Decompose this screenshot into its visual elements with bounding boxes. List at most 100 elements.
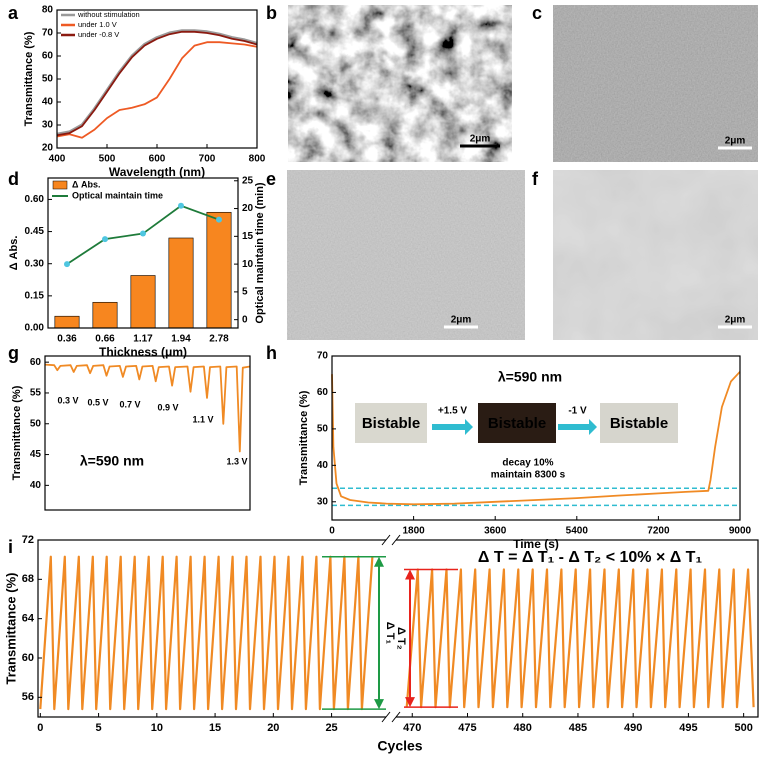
y-tick-label: 10 <box>242 259 254 270</box>
y-tick-label: 55 <box>30 388 42 399</box>
y-tick-label: 60 <box>317 387 329 398</box>
y-tick-label: 5 <box>242 287 248 298</box>
x-tick-label: 700 <box>199 154 216 165</box>
y-tick-label: 64 <box>22 613 35 625</box>
step-label: -1 V <box>568 406 587 417</box>
x-tick-label: 5400 <box>566 526 589 537</box>
y-tick-label: 15 <box>242 231 254 242</box>
data-marker <box>216 216 222 223</box>
annotation: λ=590 nm <box>80 453 144 469</box>
x-tick-label: 500 <box>99 154 116 165</box>
y-tick-label: 70 <box>317 351 329 362</box>
inset-text: Bistable <box>610 415 668 432</box>
y-tick-label: 50 <box>30 418 42 429</box>
y-tick-label: 40 <box>30 480 42 491</box>
y-tick-label: 68 <box>22 573 34 585</box>
y-tick-label: 0.45 <box>25 226 45 237</box>
x-tick-label: 485 <box>569 722 587 734</box>
step-label: +1.5 V <box>438 406 468 417</box>
legend-swatch <box>52 180 68 190</box>
arrow-label: Δ T₂ <box>395 627 407 650</box>
arrow-head <box>405 569 415 580</box>
arrow-head <box>374 556 384 567</box>
x-tick-label: 0 <box>329 526 335 537</box>
equation: Δ T = Δ T₁ - Δ T₂ < 10% × Δ T₁ <box>478 549 703 566</box>
arrow-head <box>374 699 384 710</box>
y-tick-label: 0.30 <box>25 258 45 269</box>
bar <box>54 315 80 329</box>
inset-text: Bistable <box>362 415 420 432</box>
y-tick-label: 20 <box>42 143 54 154</box>
y-tick-label: 40 <box>317 460 329 471</box>
y-tick-label: 60 <box>42 51 54 62</box>
y-tick-label: 72 <box>22 534 34 546</box>
inset-photo <box>355 403 427 443</box>
y-tick-label: 0.15 <box>25 290 45 301</box>
data-marker <box>178 202 184 209</box>
y-axis-title: Transmittance (%) <box>3 573 18 685</box>
y-tick-label: 0.00 <box>25 323 45 334</box>
x-tick-label: 495 <box>679 722 697 734</box>
axis-break <box>381 711 391 723</box>
x-axis-title: Cycles <box>377 738 422 754</box>
y-tick-label: 60 <box>22 652 34 664</box>
annotation: 1.3 V <box>226 456 247 466</box>
y-tick-label: 0.60 <box>25 194 45 205</box>
y-tick-label: 70 <box>42 28 54 39</box>
y-tick-label: 40 <box>42 97 54 108</box>
x-tick-label: 2.78 <box>209 334 229 345</box>
axis-break <box>391 711 401 723</box>
bar <box>130 275 156 329</box>
inset-text: Bistable <box>488 415 546 432</box>
y-axis-title: Transmittance (%) <box>23 31 35 126</box>
plot-frame <box>44 355 251 511</box>
panel-label: e <box>266 169 276 189</box>
x-tick-label: 600 <box>149 154 166 165</box>
data-line <box>44 363 251 453</box>
x-tick-label: 480 <box>514 722 532 734</box>
data-line <box>56 30 258 137</box>
y-tick-label: 50 <box>317 424 329 435</box>
annotation: maintain 8300 s <box>491 470 566 481</box>
axis-break-gap <box>386 538 396 542</box>
x-tick-label: 3600 <box>484 526 507 537</box>
plot-frame <box>37 539 759 718</box>
y-tick-label: 50 <box>42 74 54 85</box>
data-line <box>331 371 741 506</box>
inset-photo <box>600 403 678 443</box>
plot-frame <box>47 177 239 329</box>
arrow-label: Δ T₁ <box>384 622 396 645</box>
y-tick-label: 30 <box>317 496 329 507</box>
panel-label: b <box>266 3 277 23</box>
annotation: 0.5 V <box>87 397 108 407</box>
sem-image <box>287 170 525 340</box>
data-marker <box>64 261 70 268</box>
x-tick-label: 7200 <box>647 526 670 537</box>
y-tick-label: 56 <box>22 691 34 703</box>
x-tick-label: 0 <box>37 722 43 734</box>
legend-label: Optical maintain time <box>72 190 163 200</box>
y-tick-label: 25 <box>242 175 254 186</box>
bar <box>168 237 194 329</box>
y-tick-label: 30 <box>42 120 54 131</box>
data-line <box>39 555 374 711</box>
y-axis-title: Optical maintain time (min) <box>254 182 266 324</box>
x-tick-label: 25 <box>325 722 337 734</box>
panel-label: f <box>532 169 539 189</box>
bar <box>92 301 118 329</box>
scale-bar-label: 2μm <box>470 134 491 145</box>
panel-label: a <box>8 3 19 23</box>
x-axis-title: Thickness (μm) <box>99 345 187 359</box>
axis-break <box>391 534 401 546</box>
data-line <box>56 41 258 139</box>
x-tick-label: 475 <box>458 722 476 734</box>
x-axis-title: Wavelength (nm) <box>109 165 205 179</box>
y-tick-label: 20 <box>242 203 254 214</box>
sem-image <box>288 5 512 162</box>
legend-label: under 1.0 V <box>78 20 117 29</box>
y-tick-label: 0 <box>242 314 248 325</box>
y-axis-title: Δ Abs. <box>8 236 20 271</box>
x-tick-label: 500 <box>734 722 752 734</box>
step-arrow <box>558 419 597 435</box>
data-line <box>405 568 755 709</box>
